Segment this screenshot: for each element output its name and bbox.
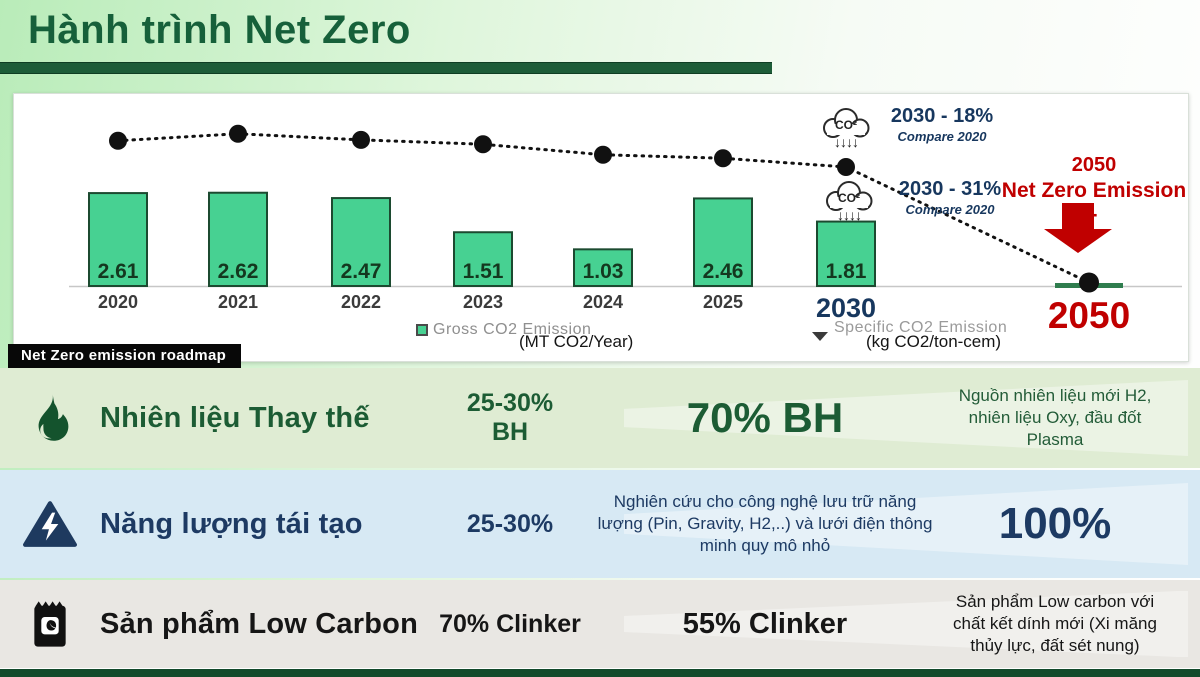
bar-2020 bbox=[88, 192, 148, 287]
annotation-subtitle: Compare 2020 bbox=[905, 202, 995, 217]
bottom-accent-strip bbox=[0, 668, 1200, 677]
co2-emissions-chart: 2.61 2.62 2.47 1.51 1.03 2.46 1.81 2020 2021 2022… bbox=[69, 124, 1182, 336]
svg-text:CO²: CO² bbox=[838, 191, 860, 205]
year-label-2050: 2050 bbox=[1048, 295, 1130, 336]
annotation-subtitle: Compare 2020 bbox=[897, 129, 987, 144]
row1-2030-target: 70% BH bbox=[686, 394, 844, 441]
line-point-2021 bbox=[229, 124, 247, 143]
roadmap-label: Net Zero emission roadmap bbox=[8, 344, 242, 368]
line-point-2022 bbox=[352, 130, 370, 149]
flame-icon bbox=[0, 390, 100, 446]
co2-cloud-icon: CO² ↓↓↓↓ bbox=[822, 180, 876, 226]
row1-2025-target-unit: BH bbox=[491, 418, 529, 446]
year-label-2023: 2023 bbox=[463, 292, 503, 312]
bar-2024 bbox=[573, 248, 633, 287]
legend-specific-label: Specific CO2 Emission bbox=[834, 319, 1008, 336]
bar-2025 bbox=[693, 197, 753, 287]
line-point-2030 bbox=[837, 158, 855, 176]
year-label-2020: 2020 bbox=[98, 292, 138, 312]
row3-2030-target: 55% Clinker bbox=[682, 607, 848, 640]
svg-text:↓↓↓↓: ↓↓↓↓ bbox=[834, 134, 858, 150]
svg-text:↓↓↓↓: ↓↓↓↓ bbox=[837, 207, 861, 223]
row1-2050-description: Nguồn nhiên liệu mới H2, nhiên liệu Oxy,… bbox=[958, 386, 1152, 449]
annotation-2030-18: 2030 - 18% Compare 2020 bbox=[872, 105, 1012, 144]
line-point-2023 bbox=[474, 135, 492, 154]
bar-value-2021: 2.62 bbox=[218, 260, 259, 283]
row2-2050-target: 100% bbox=[998, 499, 1112, 548]
legend-gross-swatch bbox=[416, 324, 428, 336]
year-label-2030: 2030 bbox=[816, 293, 876, 323]
bar-value-2024: 1.03 bbox=[583, 260, 624, 283]
bar-value-2023: 1.51 bbox=[463, 260, 504, 283]
row-title: Nhiên liệu Thay thế bbox=[100, 401, 370, 434]
cement-bag-icon bbox=[0, 597, 100, 651]
line-point-2050 bbox=[1079, 272, 1099, 293]
page-title: Hành trình Net Zero bbox=[28, 8, 411, 52]
net-zero-year: 2050 bbox=[1071, 154, 1117, 176]
row3-2025-target: 70% Clinker bbox=[439, 609, 581, 638]
annotation-title: 2030 - 31% bbox=[898, 178, 1002, 200]
row1-2025-target-value: 25-30% bbox=[466, 389, 554, 418]
row-title: Sản phẩm Low Carbon bbox=[100, 607, 418, 640]
line-point-2024 bbox=[594, 145, 612, 164]
bar-2021 bbox=[208, 191, 268, 287]
bar-value-2030: 1.81 bbox=[826, 260, 867, 283]
year-label-2025: 2025 bbox=[703, 292, 743, 312]
annotation-2030-31: 2030 - 31% Compare 2020 bbox=[880, 178, 1020, 217]
row2-2030-description: Nghiên cứu cho công nghệ lưu trữ năng lư… bbox=[597, 492, 933, 555]
chart-panel: 2.61 2.62 2.47 1.51 1.03 2.46 1.81 2020 2021 2022… bbox=[13, 93, 1189, 362]
annotation-title: 2030 - 18% bbox=[890, 105, 994, 127]
row1-2025-target: 25-30% BH bbox=[430, 389, 590, 447]
co2-cloud-icon: CO² ↓↓↓↓ bbox=[819, 107, 873, 153]
row2-2025-target: 25-30% bbox=[466, 509, 554, 538]
row-title: Năng lượng tái tạo bbox=[100, 507, 363, 540]
red-down-arrow-icon bbox=[1044, 203, 1112, 253]
year-label-2024: 2024 bbox=[583, 292, 623, 312]
svg-text:CO²: CO² bbox=[835, 118, 857, 132]
roadmap-row-renewable-energy: Năng lượng tái tạo 25-30% Nghiên cứu cho… bbox=[0, 470, 1200, 578]
bar-value-2020: 2.61 bbox=[98, 260, 139, 283]
line-point-2020 bbox=[109, 131, 127, 150]
roadmap-row-alternative-fuel: Nhiên liệu Thay thế 25-30% BH 70% BH Ngu… bbox=[0, 368, 1200, 468]
lightning-icon bbox=[0, 500, 100, 548]
roadmap-table: Nhiên liệu Thay thế 25-30% BH 70% BH Ngu… bbox=[0, 368, 1200, 668]
legend-specific-marker bbox=[812, 332, 828, 341]
roadmap-row-low-carbon-products: Sản phẩm Low Carbon 70% Clinker 55% Clin… bbox=[0, 580, 1200, 668]
bar-2030 bbox=[816, 220, 876, 287]
bar-value-2025: 2.46 bbox=[703, 260, 744, 283]
legend-gross-label: Gross CO2 Emission bbox=[433, 321, 592, 338]
title-underline-bar bbox=[0, 62, 772, 74]
legend-specific-unit: (kg CO2/ton-cem) bbox=[866, 332, 1002, 351]
year-label-2022: 2022 bbox=[341, 292, 381, 312]
row3-2050-description: Sản phẩm Low carbon với chất kết dính mớ… bbox=[953, 592, 1157, 655]
bar-value-2022: 2.47 bbox=[341, 260, 382, 283]
year-label-2021: 2021 bbox=[218, 292, 258, 312]
bar-2022 bbox=[331, 197, 391, 287]
bar-2023 bbox=[453, 231, 513, 288]
legend-gross-unit: (MT CO2/Year) bbox=[519, 332, 634, 351]
line-point-2025 bbox=[714, 149, 732, 168]
